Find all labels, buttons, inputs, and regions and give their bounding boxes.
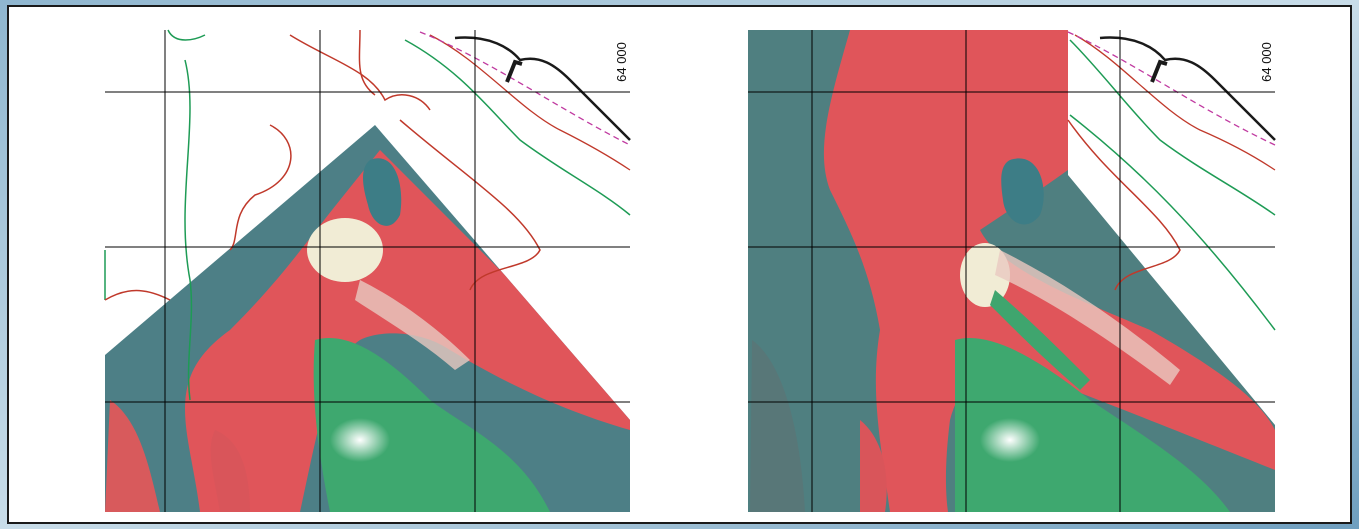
glare (980, 418, 1040, 462)
screen: 64 000 64 000 (0, 0, 1359, 529)
sand-flat (307, 218, 383, 282)
grid-label: 64 000 (614, 42, 629, 82)
glare (330, 418, 390, 462)
page: 64 000 64 000 (0, 0, 1359, 529)
grid-label: 64 000 (1259, 42, 1274, 82)
